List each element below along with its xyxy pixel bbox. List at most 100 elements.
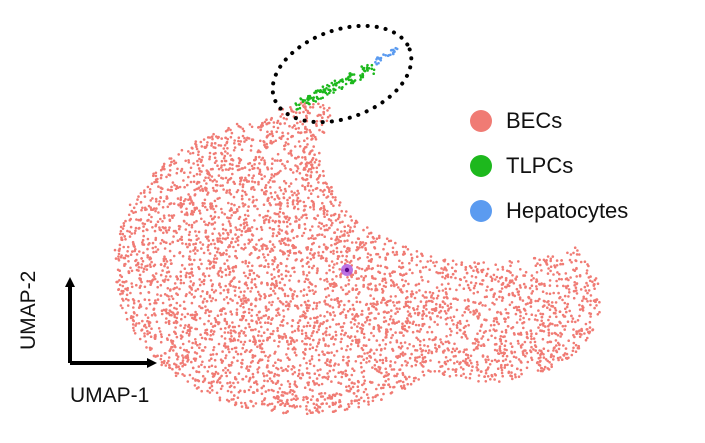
becs-point <box>336 254 340 258</box>
becs-point <box>572 296 576 300</box>
becs-point <box>189 166 193 170</box>
becs-point <box>451 272 455 276</box>
becs-point <box>575 253 579 256</box>
becs-point <box>514 312 518 316</box>
becs-point <box>267 181 270 184</box>
becs-point <box>228 282 231 286</box>
becs-point <box>239 158 243 162</box>
becs-point <box>208 155 212 159</box>
legend-item-tlpcs: TLPCs <box>470 143 628 188</box>
becs-point <box>145 326 148 329</box>
becs-point <box>561 298 564 302</box>
becs-point <box>182 356 185 360</box>
becs-point <box>183 171 186 174</box>
becs-point <box>247 173 251 177</box>
becs-point <box>281 113 284 116</box>
becs-point <box>237 136 241 139</box>
becs-point <box>391 347 394 351</box>
becs-point <box>164 364 168 367</box>
becs-point <box>257 318 261 321</box>
becs-point <box>296 235 299 238</box>
becs-point <box>271 134 275 138</box>
becs-point <box>356 344 360 348</box>
becs-point <box>312 316 316 320</box>
becs-point <box>183 213 187 216</box>
becs-point <box>335 235 339 239</box>
becs-point <box>449 333 452 337</box>
becs-point <box>340 375 344 379</box>
becs-point <box>575 267 578 271</box>
becs-point <box>341 329 344 332</box>
becs-point <box>303 188 307 191</box>
becs-point <box>311 234 314 237</box>
becs-point <box>354 241 358 244</box>
becs-point <box>469 372 472 376</box>
becs-point <box>302 110 305 114</box>
becs-point <box>258 155 261 159</box>
becs-point <box>345 250 349 254</box>
becs-point <box>316 407 319 411</box>
becs-point <box>161 269 164 272</box>
becs-point <box>502 335 505 339</box>
becs-point <box>129 291 132 295</box>
becs-point <box>308 304 311 307</box>
becs-point <box>444 318 448 321</box>
becs-point <box>146 255 149 259</box>
becs-point <box>504 339 508 343</box>
becs-point <box>132 329 136 332</box>
becs-point <box>166 188 170 191</box>
becs-point <box>167 333 171 337</box>
becs-point <box>176 293 179 297</box>
becs-point <box>472 348 476 352</box>
becs-point <box>306 401 310 404</box>
becs-point <box>302 200 306 204</box>
becs-point <box>415 336 418 340</box>
hepatocytes-point <box>377 61 380 65</box>
becs-point <box>408 268 412 272</box>
becs-point <box>295 339 299 342</box>
becs-point <box>144 340 148 343</box>
becs-point <box>244 375 248 378</box>
becs-point <box>428 337 431 341</box>
becs-point <box>243 190 247 194</box>
becs-point <box>454 368 457 372</box>
becs-point <box>233 146 237 149</box>
becs-point <box>216 248 220 251</box>
becs-point <box>522 353 525 357</box>
becs-point <box>367 267 371 270</box>
becs-point <box>578 303 581 307</box>
becs-point <box>363 379 367 383</box>
becs-point <box>166 287 170 290</box>
becs-point <box>575 275 578 278</box>
becs-point <box>353 225 357 228</box>
becs-point <box>335 262 339 265</box>
becs-point <box>529 349 532 352</box>
becs-point <box>286 402 290 406</box>
becs-point <box>322 112 326 116</box>
becs-point <box>378 234 381 238</box>
becs-point <box>173 282 177 285</box>
becs-point <box>426 330 429 334</box>
becs-point <box>472 269 475 273</box>
becs-point <box>380 371 383 375</box>
becs-point <box>407 282 410 286</box>
becs-point <box>584 289 588 292</box>
becs-point <box>314 138 318 141</box>
becs-point <box>255 274 259 277</box>
becs-point <box>415 291 418 294</box>
becs-point <box>159 294 163 297</box>
becs-point <box>198 157 201 161</box>
becs-point <box>462 359 465 363</box>
becs-point <box>122 224 126 228</box>
becs-point <box>245 223 249 227</box>
becs-point <box>224 176 228 180</box>
becs-point <box>286 322 289 325</box>
becs-point <box>411 322 415 326</box>
becs-point <box>310 134 313 138</box>
becs-point <box>494 278 497 281</box>
becs-point <box>513 373 517 376</box>
becs-point <box>228 324 231 328</box>
legend-dot-tlpcs <box>470 154 492 177</box>
becs-point <box>326 286 330 290</box>
becs-point <box>122 256 125 260</box>
